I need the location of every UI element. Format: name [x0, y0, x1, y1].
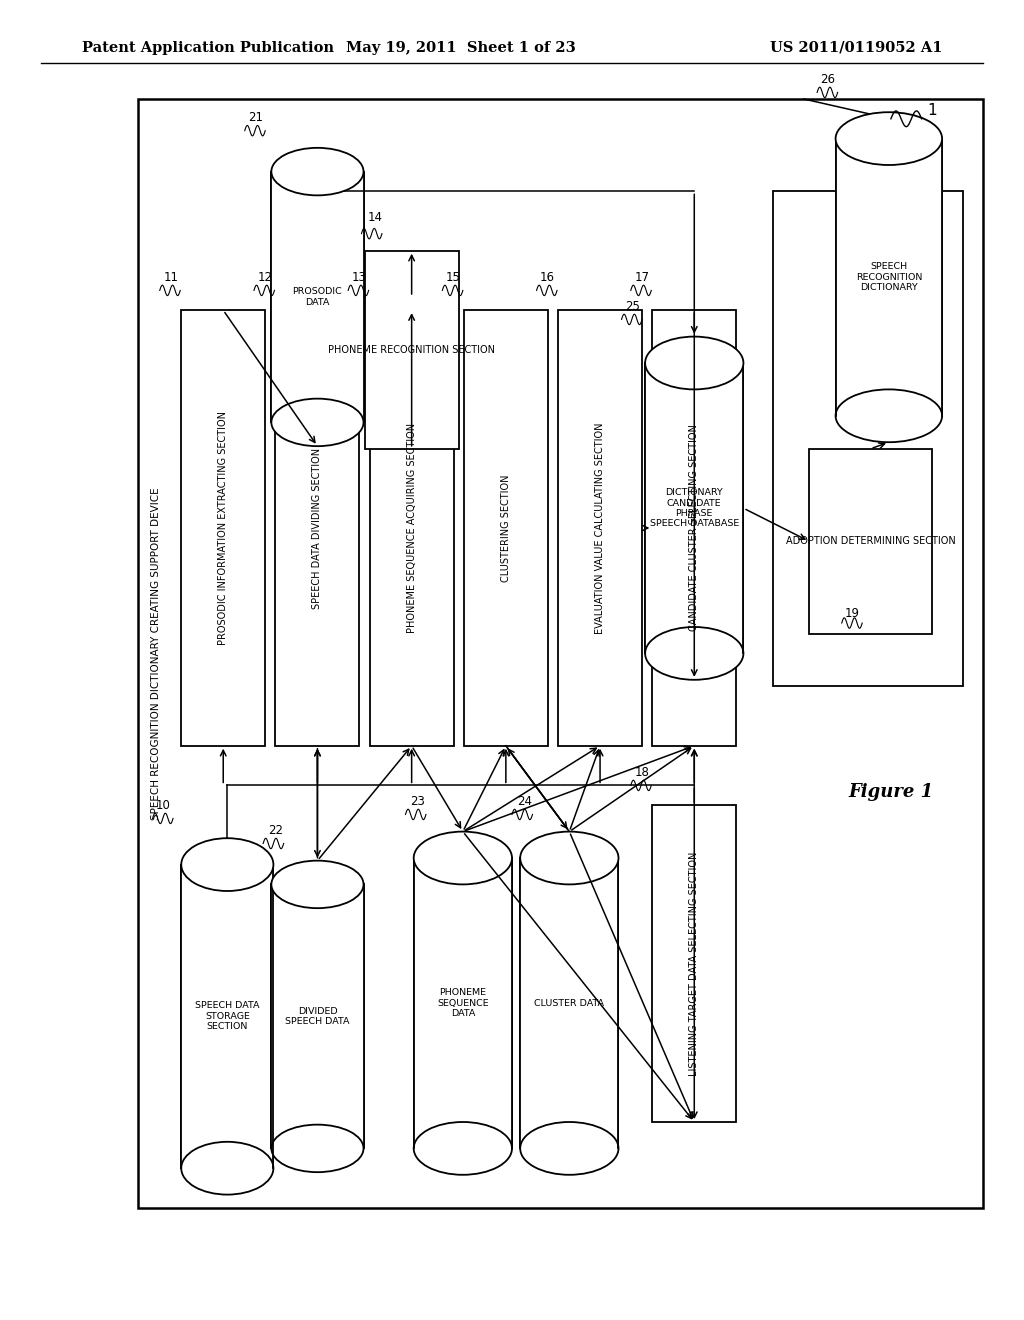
Bar [520, 858, 618, 1148]
Text: 24: 24 [517, 795, 532, 808]
Text: LISTENING TARGET DATA SELECTING SECTION: LISTENING TARGET DATA SELECTING SECTION [689, 851, 699, 1076]
Ellipse shape [520, 1122, 618, 1175]
Text: 21: 21 [248, 111, 263, 124]
Bar [271, 172, 364, 422]
Text: Patent Application Publication: Patent Application Publication [82, 41, 334, 54]
Bar [652, 310, 736, 746]
Ellipse shape [414, 832, 512, 884]
Ellipse shape [271, 148, 364, 195]
Text: EVALUATION VALUE CALCULATING SECTION: EVALUATION VALUE CALCULATING SECTION [595, 422, 605, 634]
Text: ADOPTION DETERMINING SECTION: ADOPTION DETERMINING SECTION [785, 536, 955, 546]
Bar [558, 310, 642, 746]
Ellipse shape [181, 1142, 273, 1195]
Text: SPEECH DATA
STORAGE
SECTION: SPEECH DATA STORAGE SECTION [196, 1002, 259, 1031]
Bar [652, 805, 736, 1122]
Ellipse shape [836, 112, 942, 165]
Text: PHONEME SEQUENCE ACQUIRING SECTION: PHONEME SEQUENCE ACQUIRING SECTION [407, 422, 417, 634]
Bar [464, 310, 548, 746]
Text: 10: 10 [156, 799, 171, 812]
Bar [370, 310, 454, 746]
Ellipse shape [414, 1122, 512, 1175]
Text: CANDIDATE CLUSTER SELECTING SECTION: CANDIDATE CLUSTER SELECTING SECTION [689, 425, 699, 631]
Bar [275, 310, 359, 746]
Text: SPEECH DATA DIVIDING SECTION: SPEECH DATA DIVIDING SECTION [312, 447, 323, 609]
Text: May 19, 2011  Sheet 1 of 23: May 19, 2011 Sheet 1 of 23 [346, 41, 575, 54]
Text: 25: 25 [625, 300, 640, 313]
Text: 22: 22 [268, 824, 284, 837]
Text: 12: 12 [257, 271, 272, 284]
Bar [809, 449, 932, 634]
Ellipse shape [271, 399, 364, 446]
Text: PHONEME
SEQUENCE
DATA: PHONEME SEQUENCE DATA [437, 989, 488, 1018]
Text: 19: 19 [845, 607, 860, 620]
Ellipse shape [645, 337, 743, 389]
Text: SPEECH RECOGNITION DICTIONARY CREATING SUPPORT DEVICE: SPEECH RECOGNITION DICTIONARY CREATING S… [151, 487, 161, 820]
Ellipse shape [520, 832, 618, 884]
Text: SPEECH
RECOGNITION
DICTIONARY: SPEECH RECOGNITION DICTIONARY [856, 263, 922, 292]
Text: CLUSTER DATA: CLUSTER DATA [535, 999, 604, 1007]
Text: PHONEME RECOGNITION SECTION: PHONEME RECOGNITION SECTION [328, 345, 496, 355]
Ellipse shape [181, 838, 273, 891]
Ellipse shape [271, 861, 364, 908]
Ellipse shape [645, 627, 743, 680]
Text: 13: 13 [351, 271, 367, 284]
Text: US 2011/0119052 A1: US 2011/0119052 A1 [770, 41, 942, 54]
Text: PROSODIC INFORMATION EXTRACTING SECTION: PROSODIC INFORMATION EXTRACTING SECTION [218, 411, 228, 645]
Text: PROSODIC
DATA: PROSODIC DATA [293, 288, 342, 306]
Bar [271, 884, 364, 1148]
Text: DICTIONARY
CANDIDATE
PHRASE
SPEECH DATABASE: DICTIONARY CANDIDATE PHRASE SPEECH DATAB… [649, 488, 739, 528]
Text: 26: 26 [820, 73, 836, 86]
Text: 16: 16 [540, 271, 555, 284]
Ellipse shape [836, 389, 942, 442]
Text: DIVIDED
SPEECH DATA: DIVIDED SPEECH DATA [286, 1007, 349, 1026]
Text: 1: 1 [927, 103, 937, 119]
Ellipse shape [271, 1125, 364, 1172]
Bar [365, 251, 459, 449]
Bar [773, 191, 963, 686]
Bar [645, 363, 743, 653]
Bar [414, 858, 512, 1148]
Text: Figure 1: Figure 1 [848, 783, 934, 801]
Text: 11: 11 [163, 271, 178, 284]
Text: 23: 23 [411, 795, 426, 808]
Bar [181, 310, 265, 746]
Text: 17: 17 [634, 271, 649, 284]
Bar [138, 99, 983, 1208]
Bar [181, 865, 273, 1168]
Bar [836, 139, 942, 416]
Text: CLUSTERING SECTION: CLUSTERING SECTION [501, 474, 511, 582]
Text: 15: 15 [445, 271, 461, 284]
Text: 18: 18 [634, 766, 649, 779]
Text: 14: 14 [368, 211, 383, 224]
